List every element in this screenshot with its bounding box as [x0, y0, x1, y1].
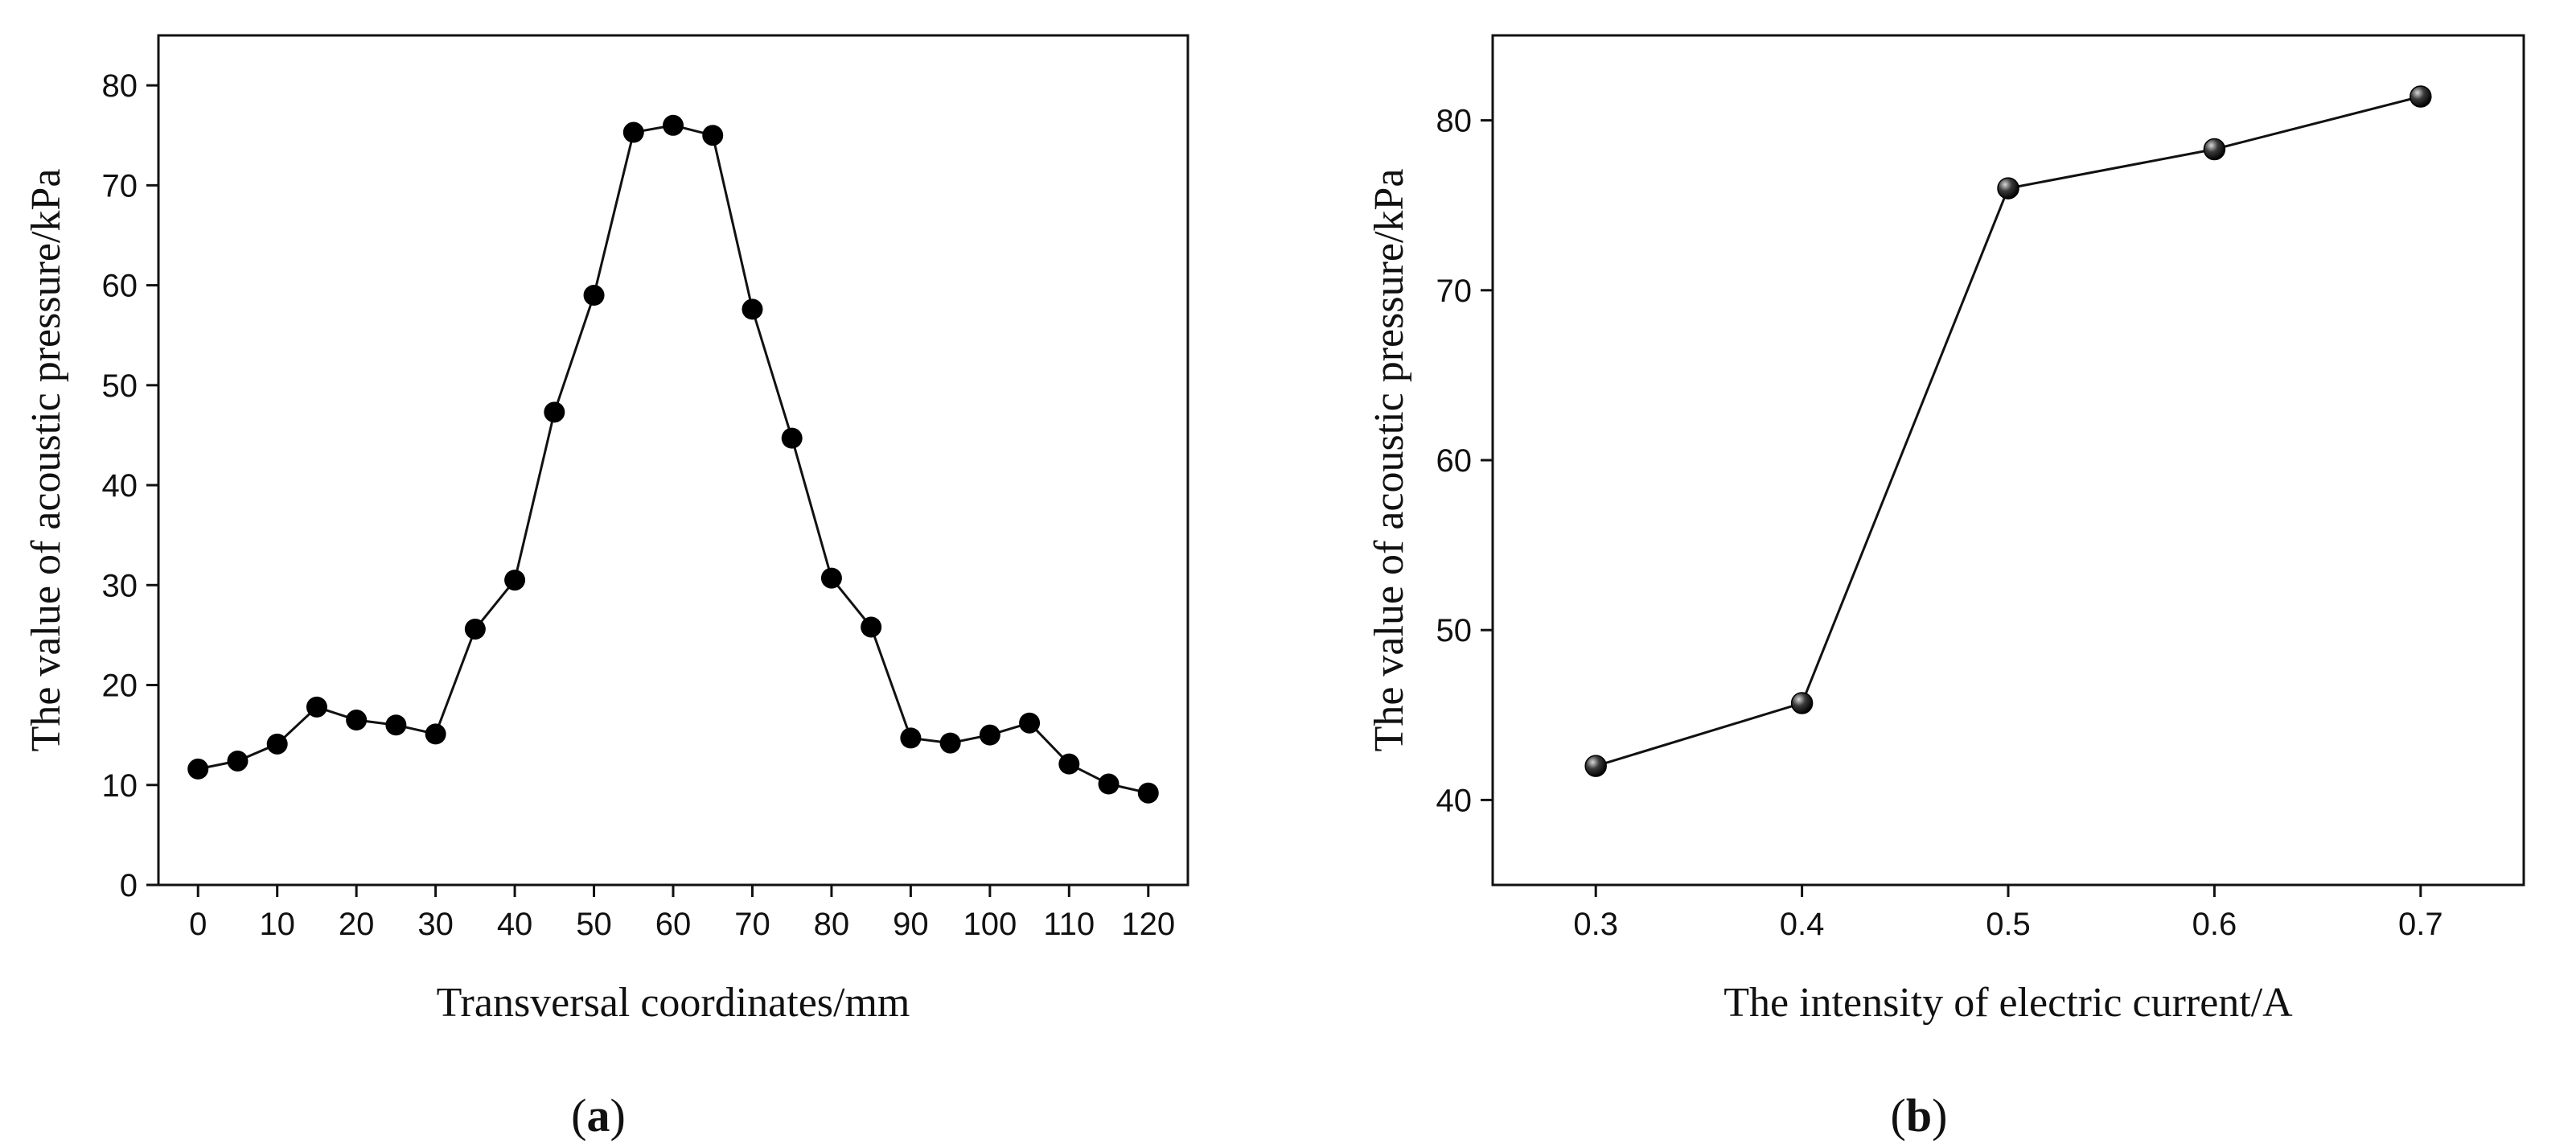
chart-a-x-tick-label: 90 — [893, 907, 929, 942]
chart-b-x-tick-label: 0.4 — [1780, 907, 1825, 942]
chart-b-y-tick-label: 60 — [1436, 443, 1473, 479]
chart-a-y-tick-label: 80 — [102, 68, 138, 104]
chart-a-panel-label-letter: a — [587, 1089, 610, 1142]
chart-a-panel-label: (a) — [571, 1089, 626, 1142]
chart-a-x-tick-label: 80 — [814, 907, 850, 942]
chart-a-data-point — [425, 723, 446, 745]
chart-a-data-point — [939, 732, 961, 754]
chart-a-x-tick-label: 20 — [339, 907, 375, 942]
chart-a-y-tick-label: 60 — [102, 269, 138, 304]
chart-a-x-tick-label: 10 — [259, 907, 295, 942]
chart-a-data-point — [900, 727, 922, 749]
chart-a-data-point — [742, 298, 763, 320]
chart-a-x-tick-label: 30 — [417, 907, 454, 942]
chart-a-x-axis: 0 10 20 30 40 50 60 70 80 90 100 110 120 — [189, 885, 1175, 942]
chart-a-data-point — [266, 733, 288, 755]
chart-b-y-tick-label: 50 — [1436, 613, 1473, 648]
chart-a-x-tick-label: 120 — [1121, 907, 1175, 942]
chart-a-y-tick-label: 50 — [102, 368, 138, 404]
chart-a-data-point — [504, 570, 526, 591]
chart-a-data-point — [979, 724, 1000, 746]
chart-b-x-tick-label: 0.7 — [2398, 907, 2443, 942]
chart-a-data-point — [385, 714, 407, 736]
chart-b: 40 50 60 70 80 0.3 0.4 0.5 0.6 0.7 The intensity… — [1366, 34, 2525, 1142]
chart-b-data-point — [2410, 85, 2432, 108]
chart-b-panel-label-letter: b — [1906, 1089, 1932, 1142]
chart-a-data-point — [544, 401, 565, 423]
chart-a-y-axis: 0 10 20 30 40 50 60 70 80 — [102, 68, 158, 903]
chart-a-y-tick-label: 20 — [102, 669, 138, 704]
chart-a-x-tick-label: 40 — [497, 907, 533, 942]
chart-a-data-point — [464, 618, 486, 640]
chart-a-y-tick-label: 40 — [102, 468, 138, 504]
chart-a-y-tick-label: 10 — [102, 768, 138, 804]
chart-a-data-point — [663, 114, 684, 136]
chart-a-x-axis-title: Transversal coordinates/mm — [437, 980, 910, 1026]
chart-b-x-tick-label: 0.3 — [1573, 907, 1618, 942]
chart-a-data-point — [1137, 782, 1159, 804]
chart-b-panel-label: (b) — [1891, 1089, 1948, 1142]
chart-b-x-axis: 0.3 0.4 0.5 0.6 0.7 — [1573, 885, 2443, 942]
chart-a-x-tick-label: 50 — [576, 907, 612, 942]
chart-a-x-tick-label: 70 — [734, 907, 770, 942]
chart-a-data-point — [1058, 753, 1080, 775]
chart-a-data-point — [583, 285, 605, 307]
chart-a: 0 10 20 30 40 50 60 70 80 0 10 20 30 40 50 60 70 80 90 100… — [23, 34, 1189, 1142]
chart-b-x-tick-label: 0.6 — [2192, 907, 2237, 942]
chart-a-data-point — [306, 696, 327, 718]
chart-a-y-axis-title: The value of acoustic pressure/kPa — [23, 169, 69, 752]
chart-a-x-tick-label: 100 — [963, 907, 1017, 942]
chart-b-data-point — [1584, 755, 1607, 777]
chart-a-data-point — [1019, 712, 1041, 734]
chart-a-points — [187, 114, 1159, 804]
chart-b-x-tick-label: 0.5 — [1986, 907, 2031, 942]
chart-a-data-point — [622, 121, 644, 143]
chart-a-y-tick-label: 70 — [102, 168, 138, 204]
chart-a-data-point — [781, 427, 803, 449]
chart-a-series-line — [197, 124, 1149, 795]
chart-b-y-tick-label: 40 — [1436, 783, 1473, 818]
chart-a-x-tick-label: 110 — [1043, 907, 1095, 942]
chart-b-data-point — [1997, 177, 2019, 200]
chart-b-y-axis-title: The value of acoustic pressure/kPa — [1366, 169, 1412, 752]
chart-a-data-point — [702, 125, 724, 146]
chart-b-plot-frame — [1491, 34, 2525, 887]
chart-b-data-point — [1790, 692, 1814, 714]
chart-b-y-tick-label: 80 — [1436, 104, 1473, 139]
chart-a-data-point — [861, 616, 882, 638]
chart-b-data-point — [2203, 138, 2226, 161]
chart-a-data-point — [187, 758, 209, 780]
chart-a-x-tick-label: 0 — [189, 907, 207, 942]
chart-b-points — [1584, 85, 2432, 777]
chart-a-data-point — [820, 567, 842, 589]
chart-a-plot-frame — [157, 34, 1189, 887]
chart-b-x-axis-title: The intensity of electric current/A — [1723, 980, 2293, 1026]
chart-a-y-tick-label: 30 — [102, 568, 138, 603]
chart-a-data-point — [227, 750, 249, 772]
chart-a-data-point — [346, 710, 368, 731]
chart-a-x-tick-label: 60 — [655, 907, 692, 942]
chart-a-y-tick-label: 0 — [120, 868, 138, 903]
chart-a-data-point — [1098, 773, 1120, 795]
chart-b-y-axis: 40 50 60 70 80 — [1436, 104, 1493, 818]
chart-b-y-tick-label: 70 — [1436, 274, 1473, 309]
